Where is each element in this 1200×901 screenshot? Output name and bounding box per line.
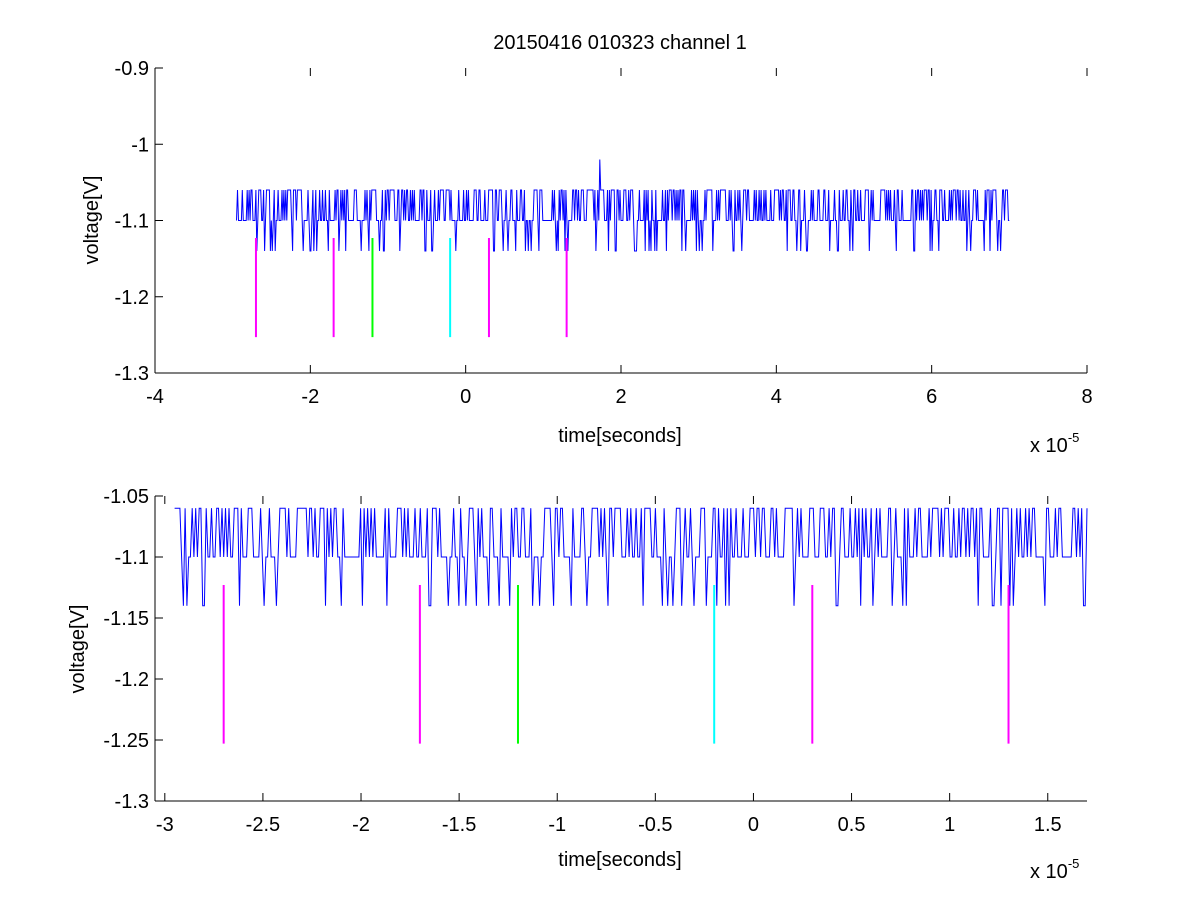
bottom-x-multiplier: x 10-5: [1030, 856, 1079, 883]
y-tick-label: -1: [131, 134, 149, 156]
bottom-x-axis-label: time[seconds]: [558, 849, 681, 871]
bottom-x-ticks: -3 -2.5 -2 -1.5 -1 -0.5 0 0.5 1 1.5: [156, 496, 1062, 836]
x-tick-label: -4: [146, 386, 164, 408]
y-tick-label: -1.25: [103, 730, 149, 752]
x-tick-label: 4: [771, 386, 782, 408]
x-tick-label: -1.5: [442, 814, 476, 836]
y-tick-label: -1.2: [115, 287, 149, 309]
x-tick-label: 0.5: [838, 814, 866, 836]
x-tick-label: -0.5: [638, 814, 672, 836]
x-tick-label: 0: [748, 814, 759, 836]
top-x-multiplier-base: x 10: [1030, 435, 1068, 457]
y-tick-label: -1.05: [103, 486, 149, 508]
top-x-multiplier: x 10-5: [1030, 430, 1079, 457]
y-tick-label: -1.2: [115, 669, 149, 691]
y-tick-label: -1.15: [103, 608, 149, 630]
x-tick-label: -1: [548, 814, 566, 836]
bottom-plot: -3 -2.5 -2 -1.5 -1 -0.5 0 0.5 1 1.5 -1.3 -1.25 -1.2…: [67, 486, 1088, 883]
top-signal-layer: [236, 159, 1010, 252]
x-tick-label: 2: [615, 386, 626, 408]
top-y-ticks: -1.3 -1.2 -1.1 -1 -0.9: [115, 58, 163, 385]
x-tick-label: -2.5: [246, 814, 280, 836]
bottom-x-multiplier-exp: -5: [1068, 856, 1080, 871]
x-tick-label: 1.5: [1034, 814, 1062, 836]
x-tick-label: -2: [301, 386, 319, 408]
top-y-axis-label: voltage[V]: [81, 176, 103, 265]
top-x-axis-label: time[seconds]: [558, 425, 681, 447]
bottom-markers-layer: [222, 585, 1010, 744]
x-tick-label: 6: [926, 386, 937, 408]
y-tick-label: -0.9: [115, 58, 149, 80]
top-markers-layer: [254, 238, 568, 338]
bottom-x-multiplier-base: x 10: [1030, 861, 1068, 883]
y-tick-label: -1.1: [115, 547, 149, 569]
x-tick-label: 8: [1081, 386, 1092, 408]
signal-line: [174, 507, 1088, 607]
top-plot: -4 -2 0 2 4 6 8 -1.3 -1.2 -1.1 -1 -0.9 time[second…: [81, 58, 1093, 457]
top-x-ticks: -4 -2 0 2 4 6 8: [146, 68, 1093, 408]
x-tick-label: 0: [460, 386, 471, 408]
bottom-y-ticks: -1.3 -1.25 -1.2 -1.15 -1.1 -1.05: [103, 486, 163, 813]
x-tick-label: 1: [944, 814, 955, 836]
y-tick-label: -1.3: [115, 363, 149, 385]
x-tick-label: -2: [352, 814, 370, 836]
bottom-y-axis-label: voltage[V]: [67, 605, 89, 694]
bottom-signal-layer: [174, 507, 1088, 607]
y-tick-label: -1.1: [115, 211, 149, 233]
x-tick-label: -3: [156, 814, 174, 836]
top-x-multiplier-exp: -5: [1068, 430, 1080, 445]
signal-line: [236, 159, 1010, 252]
y-tick-label: -1.3: [115, 791, 149, 813]
figure-title: 20150416 010323 channel 1: [493, 32, 747, 54]
